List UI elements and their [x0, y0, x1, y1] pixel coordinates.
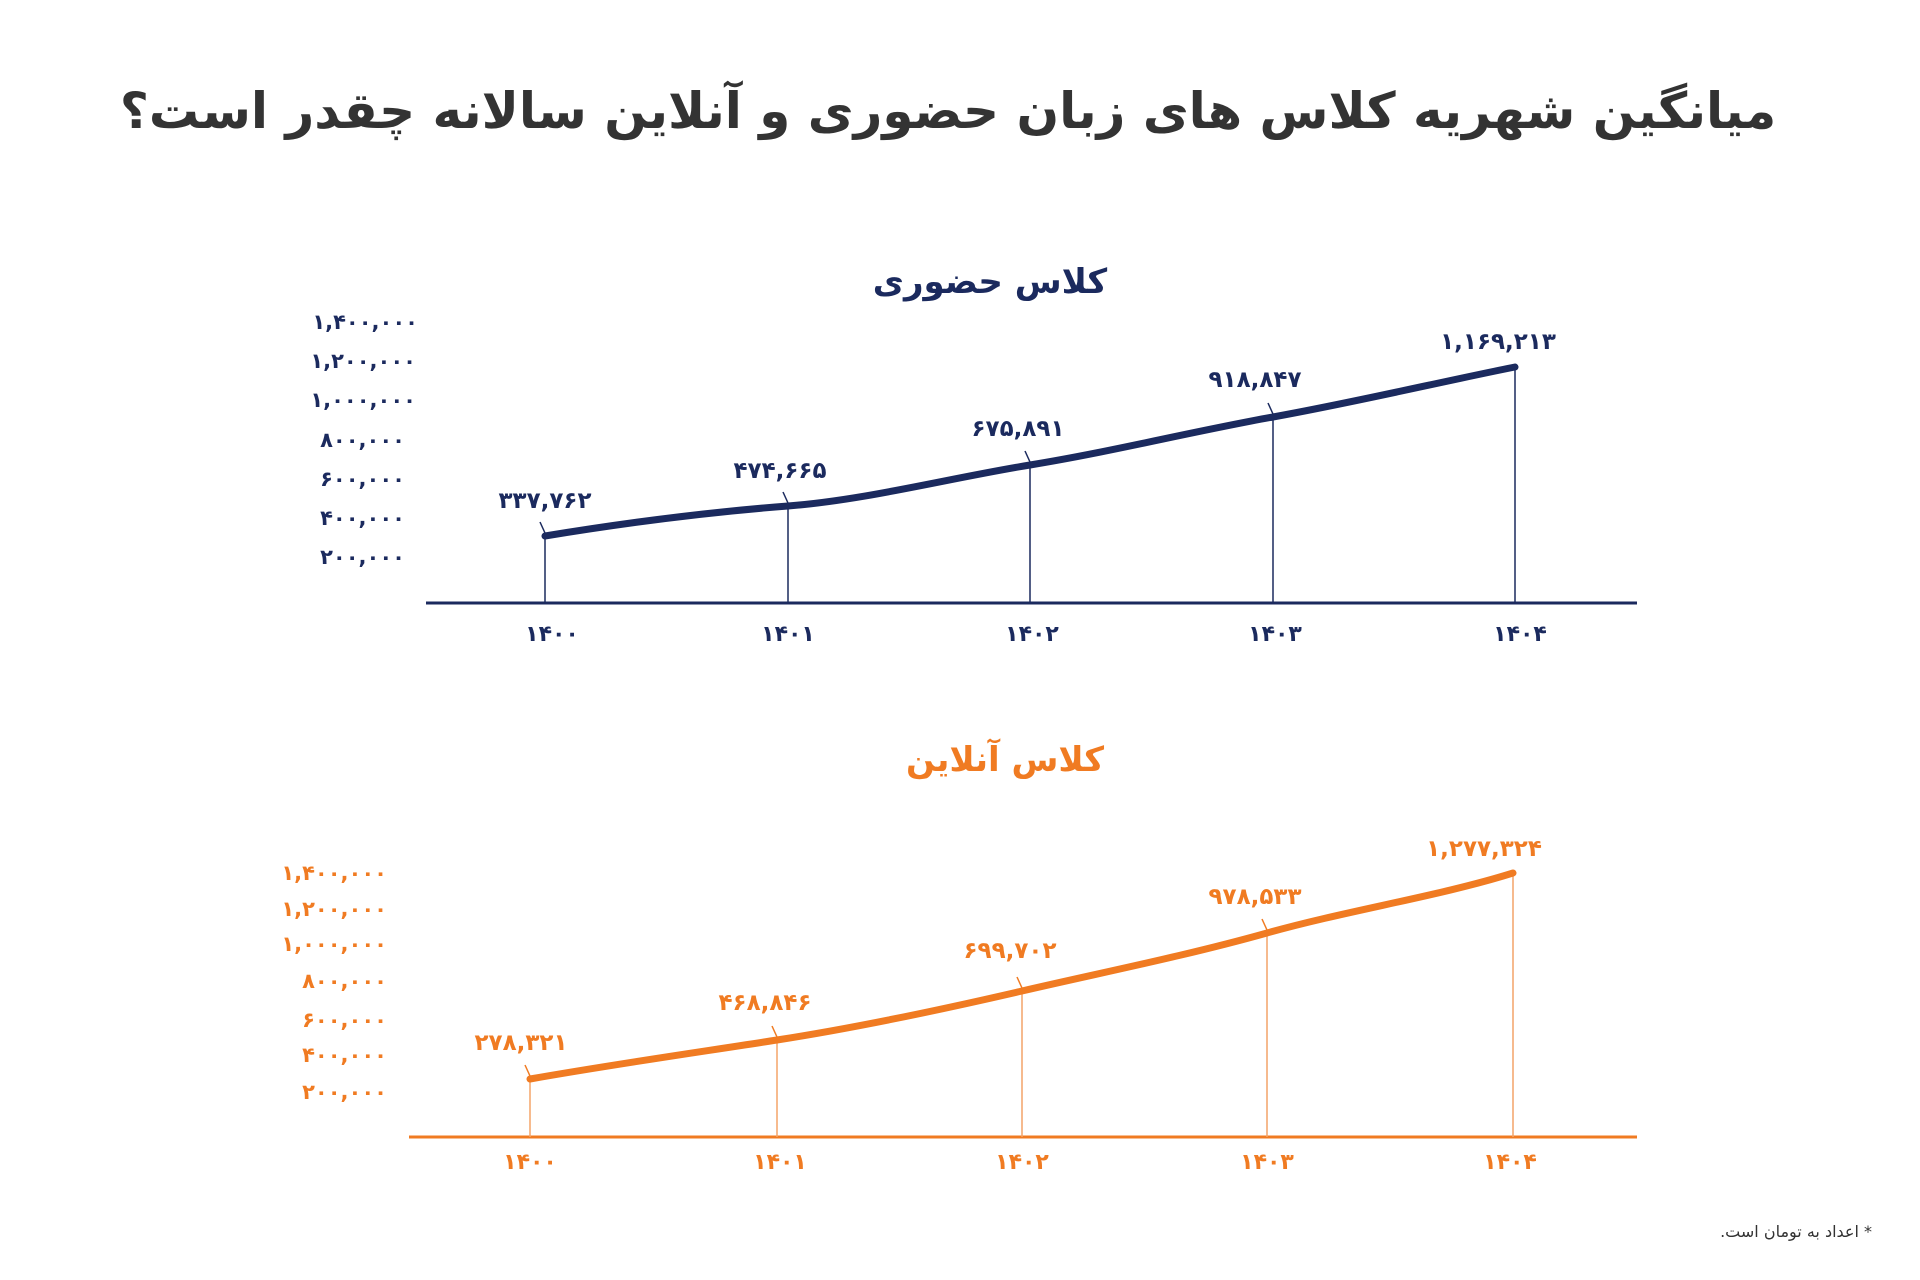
data-label: ۱,۱۶۹,۲۱۳: [1440, 329, 1556, 355]
y-tick-label: ۶۰۰,۰۰۰: [320, 467, 405, 491]
label-tick: [771, 1025, 778, 1038]
label-tick: [1267, 402, 1274, 415]
x-tick-label: ۱۴۰۳: [1240, 1150, 1294, 1175]
y-tick-label: ۱,۴۰۰,۰۰۰: [281, 861, 387, 885]
footnote: * اعداد به تومان است.: [1720, 1222, 1872, 1241]
y-tick-label: ۸۰۰,۰۰۰: [302, 969, 387, 993]
chart-title-online: کلاس آنلاین: [906, 740, 1104, 780]
x-tick-label: ۱۴۰۰: [503, 1150, 557, 1175]
x-tick-label: ۱۴۰۴: [1493, 622, 1547, 647]
label-tick: [1016, 976, 1023, 989]
page-title: میانگین شهریه کلاس های زبان حضوری و آنلا…: [119, 82, 1777, 140]
data-label: ۱,۲۷۷,۳۲۴: [1426, 836, 1542, 862]
x-tick-label: ۱۴۰۴: [1483, 1150, 1537, 1175]
x-tick-label: ۱۴۰۱: [753, 1150, 807, 1175]
y-tick-label: ۱,۲۰۰,۰۰۰: [310, 349, 416, 373]
y-tick-label: ۱,۰۰۰,۰۰۰: [281, 932, 387, 956]
y-tick-label: ۴۰۰,۰۰۰: [302, 1043, 387, 1067]
y-tick-label: ۱,۴۰۰,۰۰۰: [312, 310, 418, 334]
data-label: ۲۷۸,۳۲۱: [474, 1030, 568, 1056]
y-tick-label: ۲۰۰,۰۰۰: [302, 1080, 387, 1104]
chart-title-in-person: کلاس حضوری: [872, 262, 1108, 302]
in-person-plot: [426, 363, 1637, 605]
y-tick-label: ۸۰۰,۰۰۰: [320, 428, 405, 452]
y-tick-label: ۱,۲۰۰,۰۰۰: [281, 897, 387, 921]
x-tick-label: ۱۴۰۱: [761, 622, 815, 647]
y-tick-label: ۱,۰۰۰,۰۰۰: [310, 388, 416, 412]
x-tick-label: ۱۴۰۲: [1005, 622, 1059, 647]
label-tick: [782, 491, 789, 504]
y-tick-label: ۲۰۰,۰۰۰: [320, 545, 405, 569]
data-label: ۹۷۸,۵۳۳: [1208, 884, 1302, 910]
data-label: ۴۶۸,۸۴۶: [718, 990, 812, 1016]
label-tick: [1024, 450, 1031, 463]
y-tick-label: ۴۰۰,۰۰۰: [320, 506, 405, 530]
label-tick: [539, 521, 546, 534]
series-line-in-person: [541, 363, 1519, 540]
series-line-online: [526, 869, 1517, 1083]
data-label: ۹۱۸,۸۴۷: [1208, 367, 1302, 393]
x-tick-label: ۱۴۰۰: [525, 622, 579, 647]
y-tick-label: ۶۰۰,۰۰۰: [302, 1008, 387, 1032]
x-tick-label: ۱۴۰۲: [995, 1150, 1049, 1175]
online-plot: [409, 869, 1637, 1139]
label-tick: [1261, 918, 1268, 931]
data-label: ۶۷۵,۸۹۱: [971, 416, 1065, 442]
data-label: ۴۷۴,۶۶۵: [733, 458, 827, 484]
label-tick: [524, 1064, 531, 1077]
data-label: ۳۳۷,۷۶۲: [498, 488, 592, 514]
x-tick-label: ۱۴۰۳: [1248, 622, 1302, 647]
data-label: ۶۹۹,۷۰۲: [963, 938, 1057, 964]
